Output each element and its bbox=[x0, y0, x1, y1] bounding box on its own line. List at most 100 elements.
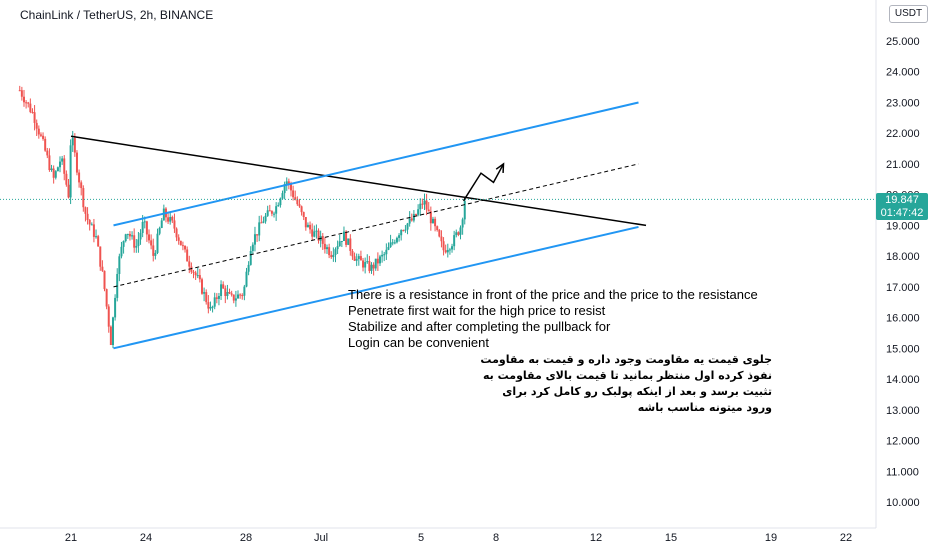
currency-button[interactable]: USDT bbox=[889, 5, 928, 23]
candle-body bbox=[118, 256, 121, 274]
candle-body bbox=[39, 134, 42, 136]
candle-body bbox=[323, 243, 326, 250]
candle-body bbox=[393, 242, 396, 244]
candle-body bbox=[92, 224, 95, 237]
candle-body bbox=[300, 206, 303, 213]
candle bbox=[99, 246, 102, 271]
candle-body bbox=[268, 210, 271, 212]
candle-body bbox=[173, 220, 176, 229]
candle bbox=[167, 211, 170, 224]
last-price-label: 19.847 01:47:42 bbox=[876, 193, 928, 220]
candle-body bbox=[243, 286, 246, 296]
candle bbox=[63, 155, 66, 181]
candle-body bbox=[415, 214, 418, 216]
candle-body bbox=[213, 297, 216, 307]
candle bbox=[268, 204, 271, 212]
candle-body bbox=[217, 295, 220, 299]
candle bbox=[196, 267, 199, 279]
candle bbox=[35, 119, 38, 137]
candle bbox=[313, 225, 316, 238]
candle-body bbox=[160, 220, 163, 228]
x-tick-label: 22 bbox=[840, 532, 852, 544]
candle-body bbox=[169, 216, 172, 222]
candle-body bbox=[383, 254, 386, 256]
candle-body bbox=[71, 138, 74, 146]
candle-body bbox=[194, 272, 197, 276]
candle-body bbox=[347, 238, 350, 245]
candle-body bbox=[332, 254, 335, 258]
candle bbox=[232, 294, 235, 304]
candle bbox=[306, 222, 309, 228]
candle-body bbox=[400, 230, 403, 236]
candle-body bbox=[145, 221, 148, 235]
candle-body bbox=[128, 233, 131, 237]
candle bbox=[31, 108, 34, 114]
projection-arrow-head bbox=[495, 162, 505, 173]
candle-body bbox=[245, 271, 248, 287]
candle-body bbox=[353, 256, 356, 261]
candle bbox=[247, 261, 250, 276]
candle-body bbox=[457, 232, 460, 235]
candle bbox=[429, 206, 432, 231]
candle bbox=[340, 240, 343, 248]
candle bbox=[237, 290, 240, 299]
candle bbox=[387, 242, 390, 251]
candle-body bbox=[338, 241, 341, 247]
y-tick-label: 14.000 bbox=[886, 374, 920, 386]
candle bbox=[332, 247, 335, 262]
candle-body bbox=[296, 199, 299, 205]
candle bbox=[220, 280, 223, 301]
candle-body bbox=[186, 249, 189, 262]
channel-midline bbox=[113, 163, 639, 288]
candle-body bbox=[150, 240, 153, 246]
candle bbox=[194, 270, 197, 280]
candle bbox=[222, 281, 225, 290]
annotation-english[interactable]: There is a resistance in front of the pr… bbox=[348, 287, 758, 351]
candle bbox=[270, 210, 273, 217]
candle-body bbox=[264, 215, 267, 222]
candle-body bbox=[139, 232, 142, 240]
candle-body bbox=[334, 249, 337, 255]
x-tick-label: 8 bbox=[493, 532, 499, 544]
candle-body bbox=[446, 249, 449, 253]
candle-body bbox=[226, 292, 229, 297]
candle bbox=[328, 243, 331, 259]
candle bbox=[355, 253, 358, 267]
candle-body bbox=[95, 236, 98, 238]
candle bbox=[442, 237, 445, 256]
candle bbox=[71, 130, 74, 152]
candle bbox=[217, 292, 220, 306]
candle-body bbox=[448, 249, 451, 251]
candle bbox=[336, 240, 339, 255]
candle bbox=[431, 216, 434, 224]
candle bbox=[37, 125, 40, 139]
candle bbox=[80, 180, 83, 196]
candle-body bbox=[82, 188, 85, 208]
candle-body bbox=[46, 150, 49, 156]
candle-body bbox=[317, 230, 320, 241]
candle-body bbox=[442, 241, 445, 251]
candle-body bbox=[376, 258, 379, 264]
candle-body bbox=[440, 236, 443, 242]
candle-body bbox=[175, 228, 178, 238]
candle-body bbox=[33, 112, 36, 123]
candle bbox=[184, 245, 187, 253]
candle bbox=[298, 198, 301, 208]
x-tick-label: 19 bbox=[765, 532, 777, 544]
y-tick-label: 10.000 bbox=[886, 497, 920, 509]
candle-body bbox=[120, 246, 123, 257]
annotation-english-line: Stabilize and after completing the pullb… bbox=[348, 319, 611, 334]
annotation-persian[interactable]: جلوی قیمت یه مقاومت وجود داره و قیمت به … bbox=[480, 352, 772, 416]
symbol-title[interactable]: ChainLink / TetherUS, 2h, BINANCE bbox=[20, 8, 214, 22]
candle-body bbox=[285, 181, 288, 185]
candle bbox=[357, 253, 360, 266]
candle bbox=[243, 284, 246, 301]
candle-body bbox=[292, 190, 295, 198]
candle-body bbox=[215, 297, 218, 299]
candle-body bbox=[417, 209, 420, 215]
candle bbox=[421, 198, 424, 209]
x-tick-label: 5 bbox=[418, 532, 424, 544]
candle bbox=[372, 262, 375, 276]
